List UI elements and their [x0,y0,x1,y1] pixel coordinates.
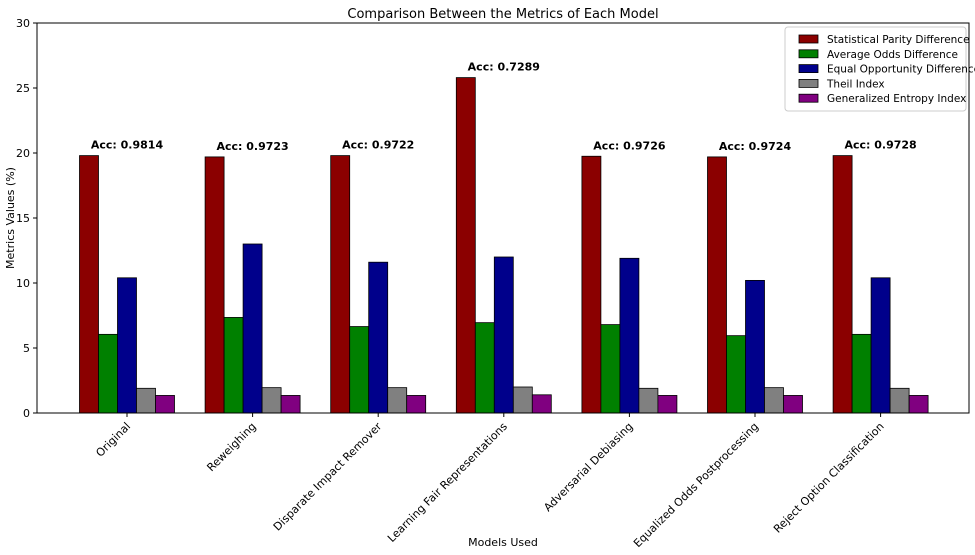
x-tick-label: Equalized Odds Postprocessing [631,420,761,550]
legend-label-2: Average Odds Difference [827,49,958,61]
bar-4-7 [889,387,910,414]
legend-label-4: Theil Index [826,78,885,90]
bar-5-7 [908,395,929,414]
x-tick-label: Adversarial Debiasing [541,420,635,514]
bar-1-5 [581,155,602,414]
bar-1-3 [330,155,351,414]
bar-2-3 [349,326,370,414]
legend-swatch-2 [798,49,819,59]
bar-3-7 [870,277,891,414]
accuracy-label: Acc: 0.9814 [91,139,164,152]
legend-swatch-3 [798,64,819,73]
y-tick-label: 10 [16,277,30,290]
y-tick-label: 30 [16,17,30,30]
bar-2-5 [600,324,621,414]
y-tick-label: 20 [16,147,30,160]
x-axis: Original Reweighing Disparate Impact Remov… [93,413,887,550]
bar-5-4 [531,394,552,414]
y-tick-label: 5 [23,342,30,355]
bar-5-1 [155,395,175,414]
accuracy-labels: Acc: 0.9814 Acc: 0.9723 Acc: 0.9722 Acc: 0.… [91,61,917,153]
bar-2-7 [851,333,872,414]
legend-label-3: Equal Opportunity Difference [827,64,975,76]
bar-1-6 [707,156,727,414]
legend: Statistical Parity Difference Average Odd… [784,26,975,112]
legend-label-5: Generalized Entropy Index [827,93,966,105]
bar-1-4 [455,77,476,414]
x-tick-label: Learning Fair Representations [385,420,510,545]
bar-4-5 [638,387,659,414]
bar-1-1 [79,155,99,414]
bar-5-2 [280,395,301,414]
bar-3-5 [619,257,640,414]
bar-2-1 [98,333,118,414]
accuracy-label: Acc: 0.7289 [468,61,540,74]
accuracy-label: Acc: 0.9723 [216,140,288,153]
y-tick-label: 15 [16,212,30,225]
bar-4-2 [261,387,282,414]
x-tick-label: Original [93,420,133,460]
bar-3-4 [493,256,514,414]
y-tick-label: 25 [16,82,30,95]
bar-2-6 [726,335,746,414]
accuracy-label: Acc: 0.9722 [342,139,414,152]
bar-4-3 [387,387,408,414]
bar-3-6 [745,279,765,414]
bar-1-2 [204,156,225,414]
legend-box [784,26,967,112]
y-tick-label: 0 [23,407,30,420]
bar-3-3 [368,261,389,414]
legend-label-1: Statistical Parity Difference [827,34,970,46]
accuracy-label: Acc: 0.9724 [719,140,792,153]
accuracy-label: Acc: 0.9726 [593,139,666,152]
legend-swatch-1 [798,34,819,44]
bar-2-4 [474,322,495,414]
x-tick-label: Reject Option Classification [771,420,887,536]
bar-4-4 [512,386,533,414]
bar-4-6 [764,387,784,414]
x-tick-label: Disparate Impact Remover [271,420,385,534]
x-tick-label: Reweighing [204,420,258,474]
chart-title: Comparison Between the Metrics of Each M… [347,7,658,22]
legend-swatch-5 [798,93,819,103]
bar-5-3 [406,395,427,414]
x-axis-label: Models Used [468,536,538,549]
y-axis: 0 5 10 15 20 25 30 [16,17,37,420]
bar-1-7 [832,155,853,414]
bars-group [79,77,929,414]
y-axis-label: Metrics Values (%) [4,167,17,269]
accuracy-label: Acc: 0.9728 [844,139,916,152]
bar-3-1 [117,277,137,414]
bar-3-2 [242,243,263,414]
legend-swatch-4 [798,79,819,88]
bar-2-2 [223,317,244,414]
bar-5-6 [783,395,803,414]
bar-5-5 [657,395,678,414]
plot-frame [36,22,970,414]
bar-4-1 [136,387,156,414]
